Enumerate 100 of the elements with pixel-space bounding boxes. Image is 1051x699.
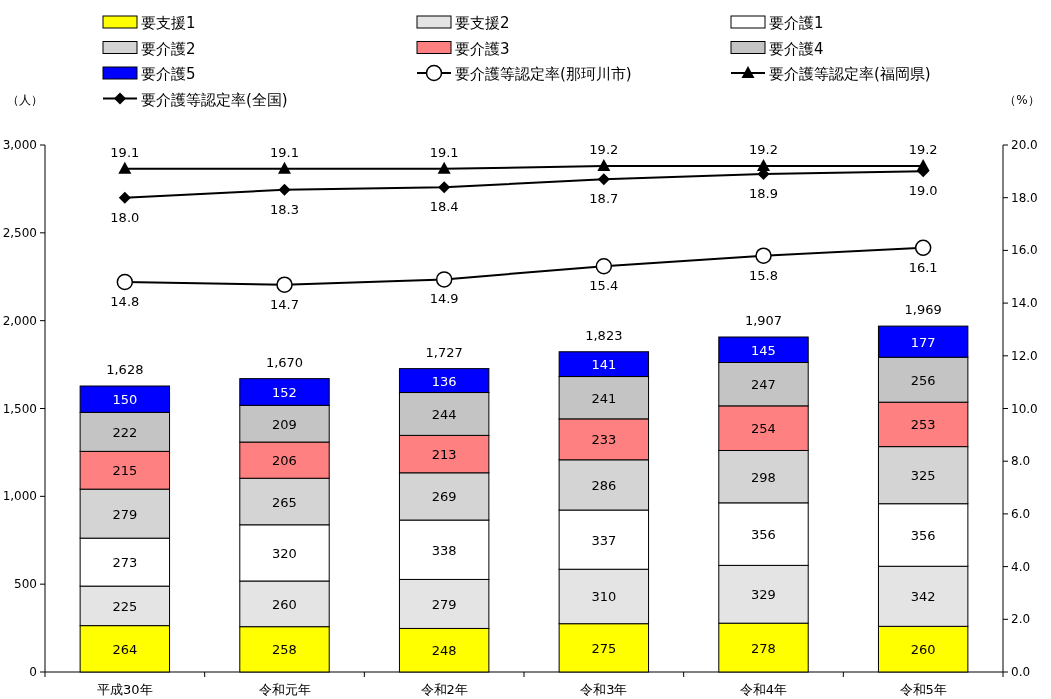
data-label: 244 bbox=[431, 406, 457, 422]
data-label: 264 bbox=[112, 641, 138, 657]
data-label: 152 bbox=[272, 384, 297, 400]
total-label: 1,823 bbox=[585, 327, 623, 343]
data-label: 222 bbox=[112, 424, 138, 440]
data-label: 247 bbox=[751, 377, 776, 393]
data-label: 19.2 bbox=[749, 142, 778, 158]
point bbox=[597, 159, 611, 172]
total-label: 1,907 bbox=[744, 313, 783, 328]
data-label: 213 bbox=[431, 447, 457, 463]
point bbox=[435, 271, 453, 288]
y2-tick-label: 16.0 bbox=[1011, 243, 1038, 258]
data-label: 14.8 bbox=[110, 294, 140, 310]
point bbox=[118, 191, 131, 204]
data-label: 275 bbox=[591, 640, 617, 656]
total-label: 1,628 bbox=[106, 362, 144, 378]
legend-label: 要介護2 bbox=[141, 39, 196, 58]
data-label: 269 bbox=[431, 489, 457, 505]
data-label: 286 bbox=[591, 477, 617, 493]
data-label: 260 bbox=[272, 596, 297, 612]
y2-tick-label: 18.0 bbox=[1011, 190, 1038, 205]
total-label: 1,969 bbox=[904, 302, 942, 318]
y-tick-label: 500 bbox=[14, 577, 37, 592]
y-tick-label: 2,500 bbox=[2, 225, 37, 240]
data-label: 258 bbox=[272, 642, 297, 658]
y-tick-label: 0 bbox=[29, 665, 37, 679]
point bbox=[118, 161, 132, 174]
legend-label: 要介護1 bbox=[769, 14, 824, 32]
data-label: 215 bbox=[112, 463, 138, 479]
data-label: 19.0 bbox=[908, 183, 938, 199]
x-tick-label: 令和4年 bbox=[739, 682, 788, 697]
x-tick-label: 令和3年 bbox=[580, 682, 628, 697]
y2-axis-title: （%） bbox=[1004, 93, 1040, 107]
data-label: 145 bbox=[751, 342, 776, 358]
data-label: 320 bbox=[272, 545, 297, 561]
data-label: 15.4 bbox=[589, 278, 619, 294]
data-label: 19.2 bbox=[908, 142, 938, 158]
legend-label: 要介護等認定率(福岡県) bbox=[769, 65, 931, 83]
y2-tick-label: 20.0 bbox=[1011, 138, 1038, 152]
y2-tick-label: 6.0 bbox=[1011, 506, 1031, 521]
point bbox=[116, 273, 134, 291]
data-label: 233 bbox=[591, 432, 617, 448]
legend-label: 要介護5 bbox=[141, 65, 196, 83]
data-label: 18.3 bbox=[270, 201, 299, 217]
y2-tick-label: 0.0 bbox=[1011, 665, 1031, 679]
y2-tick-label: 12.0 bbox=[1011, 348, 1038, 363]
total-label: 1,727 bbox=[425, 344, 463, 360]
data-label: 19.1 bbox=[429, 144, 459, 160]
point bbox=[595, 257, 613, 275]
data-label: 18.9 bbox=[749, 185, 778, 201]
data-label: 253 bbox=[910, 417, 936, 433]
data-label: 19.1 bbox=[110, 144, 140, 160]
point bbox=[755, 247, 772, 264]
legend-label: 要支援1 bbox=[141, 14, 196, 32]
data-label: 18.4 bbox=[429, 199, 459, 215]
y-tick-label: 3,000 bbox=[2, 138, 37, 152]
data-label: 209 bbox=[272, 416, 297, 432]
y-axis-title: （人） bbox=[7, 93, 43, 107]
y2-tick-label: 4.0 bbox=[1011, 559, 1031, 574]
total-label: 1,670 bbox=[265, 354, 304, 370]
data-label: 18.0 bbox=[110, 209, 140, 225]
data-label: 248 bbox=[431, 643, 457, 659]
x-tick-label: 令和2年 bbox=[420, 682, 468, 697]
legend-label: 要介護等認定率(那珂川市) bbox=[455, 65, 632, 83]
x-tick-label: 令和元年 bbox=[258, 682, 311, 697]
y2-tick-label: 2.0 bbox=[1011, 612, 1031, 627]
y2-tick-label: 8.0 bbox=[1011, 454, 1031, 469]
data-label: 254 bbox=[751, 421, 776, 437]
data-label: 298 bbox=[751, 469, 776, 485]
data-label: 337 bbox=[591, 532, 617, 548]
y-tick-label: 2,000 bbox=[2, 313, 37, 328]
point bbox=[914, 239, 932, 257]
y-tick-label: 1,500 bbox=[2, 401, 37, 416]
data-label: 356 bbox=[751, 527, 776, 543]
data-label: 19.2 bbox=[589, 142, 619, 158]
x-tick-label: 令和5年 bbox=[899, 682, 947, 697]
data-label: 256 bbox=[910, 372, 936, 388]
data-label: 342 bbox=[910, 589, 936, 605]
data-label: 206 bbox=[272, 453, 297, 469]
data-label: 338 bbox=[431, 542, 457, 558]
data-label: 14.9 bbox=[429, 291, 459, 307]
point bbox=[278, 161, 291, 174]
y-tick-label: 1,000 bbox=[2, 489, 37, 504]
legend-label: 要介護4 bbox=[769, 39, 824, 58]
point bbox=[437, 161, 451, 174]
data-label: 310 bbox=[591, 589, 617, 605]
data-label: 150 bbox=[112, 392, 138, 408]
point bbox=[597, 173, 610, 186]
data-label: 279 bbox=[112, 506, 138, 522]
point bbox=[276, 276, 293, 293]
legend-label: 要介護等認定率(全国) bbox=[141, 90, 288, 109]
point bbox=[278, 183, 291, 196]
data-label: 16.1 bbox=[908, 259, 938, 275]
data-label: 278 bbox=[751, 640, 776, 656]
data-label: 329 bbox=[751, 587, 776, 603]
data-label: 14.7 bbox=[270, 296, 299, 312]
data-label: 265 bbox=[272, 494, 297, 510]
data-label: 177 bbox=[910, 334, 936, 350]
要支援1: 264 258 248 275 278 260 bbox=[79, 622, 969, 673]
data-label: 279 bbox=[431, 596, 457, 612]
